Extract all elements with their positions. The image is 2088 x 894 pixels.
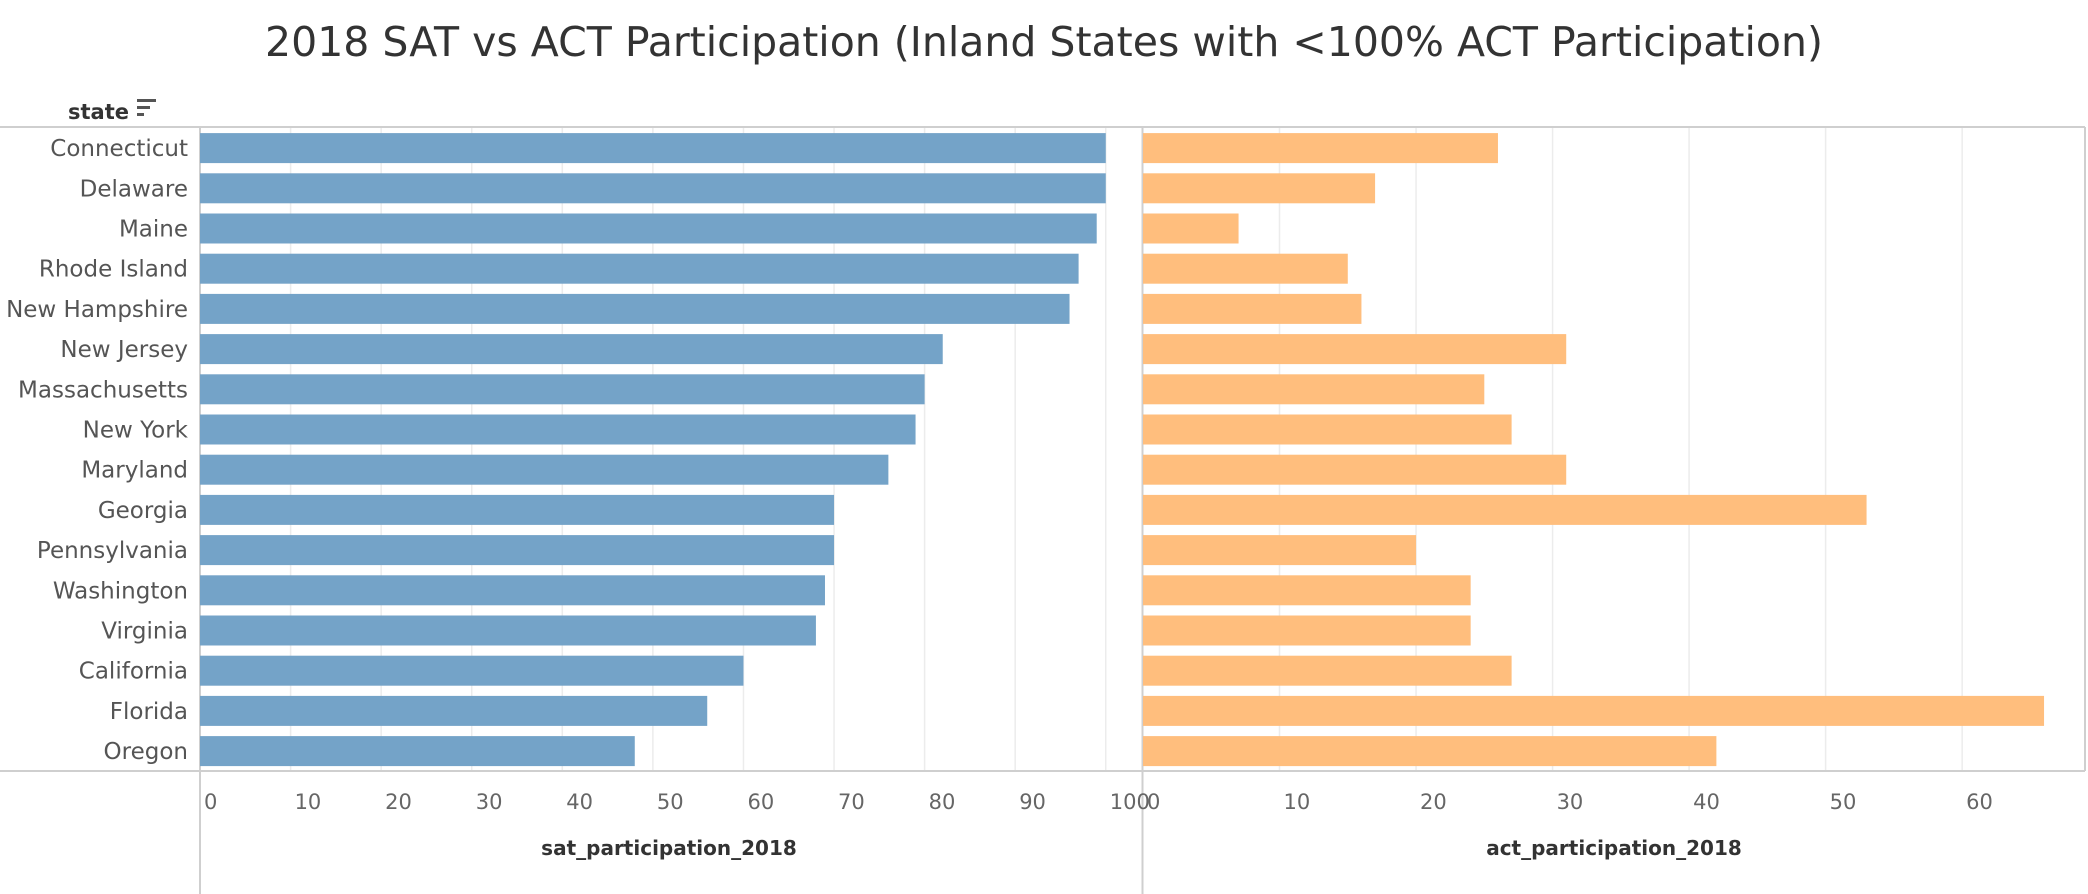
act-tick-label: 10	[1284, 790, 1311, 814]
category-label: Maine	[119, 217, 188, 243]
category-label: Georgia	[98, 498, 188, 524]
act-bar[interactable]	[1143, 575, 1471, 606]
category-label: California	[79, 659, 188, 685]
category-label: Connecticut	[50, 136, 188, 162]
sat-tick-label: 50	[657, 790, 684, 814]
sat-bar[interactable]	[200, 575, 825, 606]
category-label: Florida	[110, 699, 188, 725]
category-label: Oregon	[104, 739, 188, 765]
act-bar[interactable]	[1143, 173, 1376, 204]
sat-tick-label: 90	[1019, 790, 1046, 814]
act-bar[interactable]	[1143, 494, 1867, 525]
sat-bar[interactable]	[200, 494, 835, 525]
act-tick-label: 50	[1830, 790, 1857, 814]
category-label: Virginia	[101, 619, 188, 645]
act-bar[interactable]	[1143, 253, 1348, 284]
sat-bar[interactable]	[200, 173, 1106, 204]
sat-tick-label: 0	[204, 790, 217, 814]
state-field-label[interactable]: state	[68, 100, 129, 124]
act-axis-title: act_participation_2018	[1486, 836, 1742, 860]
bars	[200, 133, 2045, 767]
sat-tick-label: 60	[747, 790, 774, 814]
sat-bar[interactable]	[200, 253, 1079, 284]
act-bar[interactable]	[1143, 655, 1512, 686]
sat-tick-label: 10	[295, 790, 322, 814]
category-label: Pennsylvania	[37, 538, 188, 564]
category-label: New Jersey	[60, 337, 188, 363]
act-bar[interactable]	[1143, 695, 2045, 726]
act-bar[interactable]	[1143, 334, 1567, 365]
act-tick-label: 20	[1420, 790, 1447, 814]
sat-bar[interactable]	[200, 615, 816, 646]
sat-tick-label: 100	[1110, 790, 1150, 814]
act-bar[interactable]	[1143, 454, 1567, 485]
sat-tick-label: 30	[476, 790, 503, 814]
sat-axis-title: sat_participation_2018	[541, 836, 797, 860]
act-tick-label: 30	[1557, 790, 1584, 814]
category-label: New York	[83, 418, 189, 444]
sat-bar[interactable]	[200, 213, 1097, 244]
category-label: Delaware	[80, 176, 188, 202]
sat-tick-label: 70	[838, 790, 865, 814]
act-bar[interactable]	[1143, 133, 1498, 164]
sat-tick-label: 80	[929, 790, 956, 814]
act-bar[interactable]	[1143, 213, 1239, 244]
sort-descending-icon[interactable]	[137, 99, 156, 116]
sat-tick-label: 40	[566, 790, 593, 814]
sat-bar[interactable]	[200, 535, 835, 566]
act-bar[interactable]	[1143, 374, 1485, 405]
sat-bar[interactable]	[200, 695, 708, 726]
act-tick-label: 40	[1693, 790, 1720, 814]
act-bar[interactable]	[1143, 535, 1417, 566]
category-label: Maryland	[81, 458, 188, 484]
sat-bar[interactable]	[200, 374, 925, 405]
sat-bar[interactable]	[200, 414, 916, 445]
act-bar[interactable]	[1143, 736, 1717, 767]
sat-tick-label: 20	[385, 790, 412, 814]
category-labels: Connecticut Delaware Maine Rhode Island New …	[6, 136, 189, 765]
act-tick-label: 60	[1966, 790, 1993, 814]
sat-bar[interactable]	[200, 736, 635, 767]
sat-bar[interactable]	[200, 133, 1106, 164]
category-label: Massachusetts	[18, 377, 188, 403]
sat-bar[interactable]	[200, 334, 943, 365]
act-tick-label: 0	[1147, 790, 1160, 814]
category-label: Washington	[53, 578, 188, 604]
act-bar[interactable]	[1143, 414, 1512, 445]
category-label: Rhode Island	[39, 257, 188, 283]
act-bar[interactable]	[1143, 293, 1362, 324]
act-bar[interactable]	[1143, 615, 1471, 646]
chart-title: 2018 SAT vs ACT Participation (Inland St…	[265, 18, 1823, 66]
category-label: New Hampshire	[6, 297, 188, 323]
sat-bar[interactable]	[200, 293, 1070, 324]
sat-bar[interactable]	[200, 655, 744, 686]
sat-bar[interactable]	[200, 454, 889, 485]
